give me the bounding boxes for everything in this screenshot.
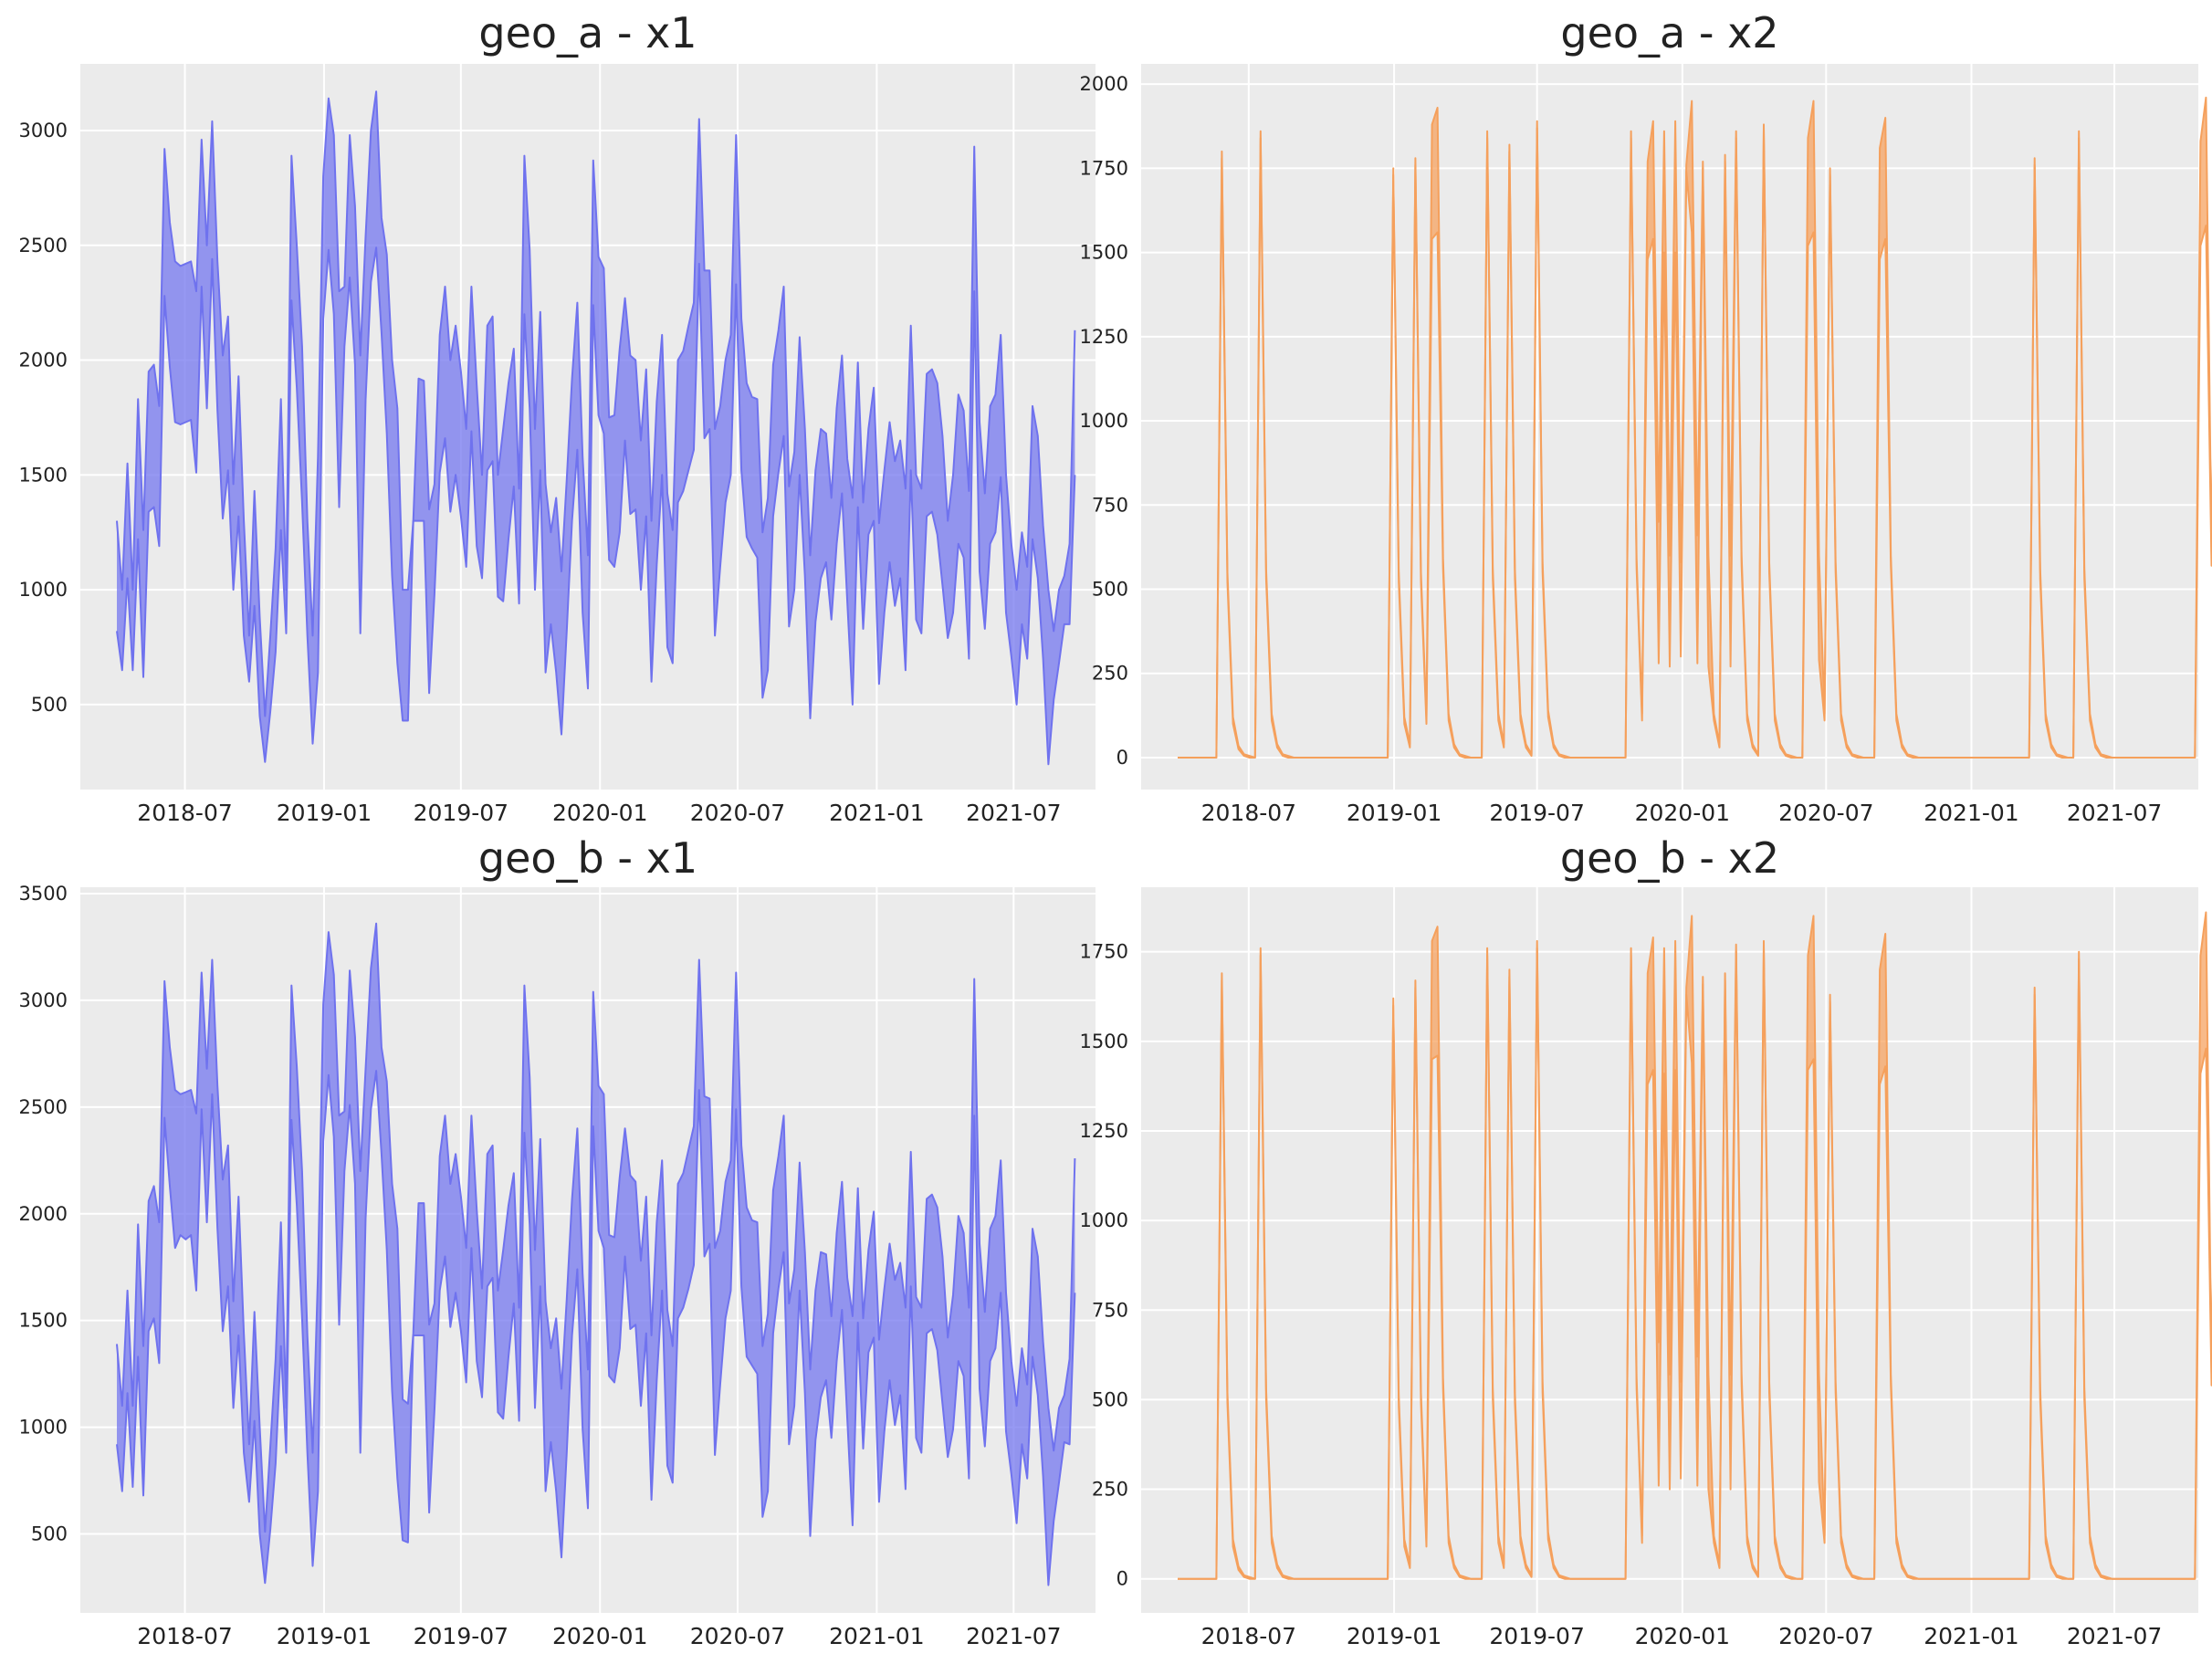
x-tick-label: 2020-07	[690, 1623, 785, 1649]
y-tick-label: 3000	[19, 120, 68, 141]
y-tick-label: 2000	[19, 350, 68, 372]
x-tick-label: 2021-07	[966, 800, 1061, 826]
plot-area	[1141, 64, 2198, 790]
data-layer	[1178, 96, 2212, 759]
y-tick-label: 0	[1116, 1568, 1128, 1590]
x-tick-label: 2019-01	[277, 800, 372, 826]
y-tick-label: 250	[1092, 1479, 1128, 1501]
y-tick-label: 500	[1092, 1388, 1128, 1410]
x-tick-label: 2020-07	[1778, 1623, 1873, 1649]
x-tick-label: 2018-07	[1201, 800, 1296, 826]
y-tick-label: 1500	[1080, 242, 1128, 264]
x-tick-label: 2019-07	[1489, 1623, 1584, 1649]
y-tick-label: 1000	[1080, 410, 1128, 432]
y-tick-label: 1000	[19, 579, 68, 601]
x-tick-label: 2019-07	[1489, 800, 1584, 826]
y-tick-label: 2500	[19, 235, 68, 256]
chart-title: geo_a - x2	[1560, 8, 1778, 58]
y-tick-label: 750	[1092, 494, 1128, 516]
series-lower-line	[116, 246, 1076, 766]
y-tick-label: 0	[1116, 747, 1128, 769]
y-axis-ticks: 0 250 500 750 1000 1250 1500 1750 2000	[1080, 73, 1128, 769]
series-upper-line	[116, 922, 1076, 1533]
data-layer	[116, 922, 1076, 1586]
x-tick-label: 2019-01	[1347, 800, 1441, 826]
x-tick-label: 2018-07	[1201, 1623, 1296, 1649]
panel-geo-b-x2: 0 250 500 750 1000 1250 1500 1750 2018-07 2019-0…	[1080, 833, 2212, 1649]
y-tick-label: 3000	[19, 989, 68, 1011]
x-tick-label: 2021-01	[829, 800, 924, 826]
series-lower-line	[1178, 947, 2212, 1580]
x-tick-label: 2019-01	[277, 1623, 372, 1649]
plot-area	[1141, 887, 2198, 1613]
x-tick-label: 2021-01	[829, 1623, 924, 1649]
x-tick-label: 2019-07	[414, 1623, 508, 1649]
chart-title: geo_b - x2	[1560, 833, 1779, 883]
x-tick-label: 2021-01	[1924, 800, 2018, 826]
x-tick-label: 2021-01	[1924, 1623, 2018, 1649]
x-axis-ticks: 2018-07 2019-01 2019-07 2020-01 2020-07 2021-…	[137, 1623, 1061, 1649]
y-tick-label: 1250	[1080, 326, 1128, 348]
x-axis-ticks: 2018-07 2019-01 2019-07 2020-01 2020-07 2021-…	[1201, 1623, 2163, 1649]
x-tick-label: 2020-01	[552, 800, 647, 826]
data-layer	[116, 90, 1076, 766]
x-tick-label: 2018-07	[137, 1623, 232, 1649]
y-tick-label: 750	[1092, 1299, 1128, 1321]
x-tick-label: 2020-01	[1635, 800, 1730, 826]
y-tick-label: 500	[31, 694, 68, 716]
x-tick-label: 2020-01	[552, 1623, 647, 1649]
x-tick-label: 2021-07	[2067, 800, 2162, 826]
x-tick-label: 2018-07	[137, 800, 232, 826]
x-tick-label: 2021-07	[2067, 1623, 2162, 1649]
x-tick-label: 2020-07	[1778, 800, 1873, 826]
y-tick-label: 1000	[19, 1417, 68, 1439]
y-tick-label: 250	[1092, 663, 1128, 685]
panel-geo-b-x1: 500 1000 1500 2000 2500 3000 3500 2018-07 2019-…	[19, 833, 1096, 1649]
y-tick-label: 2000	[19, 1203, 68, 1225]
x-axis-ticks: 2018-07 2019-01 2019-07 2020-01 2020-07 2021-…	[137, 800, 1061, 826]
y-axis-ticks: 0 250 500 750 1000 1250 1500 1750	[1080, 941, 1128, 1590]
series-lower-line	[1178, 127, 2212, 759]
x-tick-label: 2021-07	[966, 1623, 1061, 1649]
y-tick-label: 1500	[19, 1310, 68, 1332]
chart-title: geo_b - x1	[478, 833, 697, 883]
y-tick-label: 2000	[1080, 73, 1128, 95]
chart-title: geo_a - x1	[478, 8, 697, 58]
y-tick-label: 1750	[1080, 157, 1128, 179]
series-upper-line	[116, 90, 1076, 717]
y-tick-label: 1000	[1080, 1209, 1128, 1231]
y-tick-label: 1250	[1080, 1120, 1128, 1142]
y-tick-label: 1750	[1080, 941, 1128, 963]
x-tick-label: 2020-01	[1635, 1623, 1730, 1649]
y-tick-label: 500	[31, 1523, 68, 1544]
data-layer	[1178, 911, 2212, 1580]
x-axis-ticks: 2018-07 2019-01 2019-07 2020-01 2020-07 2021-…	[1201, 800, 2163, 826]
y-axis-ticks: 500 1000 1500 2000 2500 3000	[19, 120, 68, 716]
y-tick-label: 1500	[19, 464, 68, 486]
y-tick-label: 500	[1092, 578, 1128, 600]
series-lower-line	[116, 1070, 1076, 1586]
y-tick-label: 1500	[1080, 1031, 1128, 1052]
x-tick-label: 2020-07	[690, 800, 785, 826]
y-tick-label: 2500	[19, 1096, 68, 1118]
y-tick-label: 3500	[19, 883, 68, 905]
y-axis-ticks: 500 1000 1500 2000 2500 3000 3500	[19, 883, 68, 1544]
x-tick-label: 2019-07	[414, 800, 508, 826]
x-tick-label: 2019-01	[1347, 1623, 1441, 1649]
